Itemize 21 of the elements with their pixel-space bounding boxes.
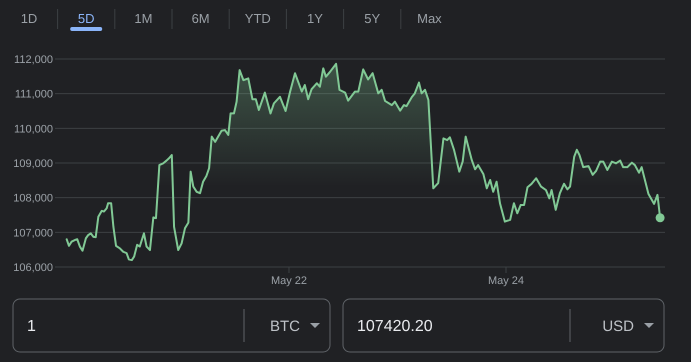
- text: 1: [27, 318, 36, 335]
- y-tick-label: 106,000: [13, 262, 53, 274]
- text: 5Y: [364, 11, 380, 26]
- y-tick-label: 107,000: [13, 227, 53, 240]
- text: Max: [417, 11, 442, 26]
- y-tick-label: 112,000: [14, 54, 53, 66]
- text: 6M: [192, 11, 210, 26]
- text: YTD: [244, 11, 271, 26]
- y-tick-label: 111,000: [14, 88, 53, 101]
- text: 107420.20: [357, 318, 433, 335]
- y-tick-label: 108,000: [13, 192, 53, 205]
- text: BTC: [270, 318, 300, 335]
- text: 1M: [134, 11, 152, 26]
- text: 1Y: [307, 11, 324, 26]
- text: 1D: [20, 11, 38, 26]
- x-tick-label: May 22: [270, 275, 308, 287]
- y-tick-label: 109,000: [13, 158, 53, 170]
- text: 5D: [78, 11, 95, 26]
- x-tick-label: May 24: [488, 275, 524, 287]
- text: USD: [602, 318, 634, 335]
- y-tick-label: 110,000: [14, 123, 53, 136]
